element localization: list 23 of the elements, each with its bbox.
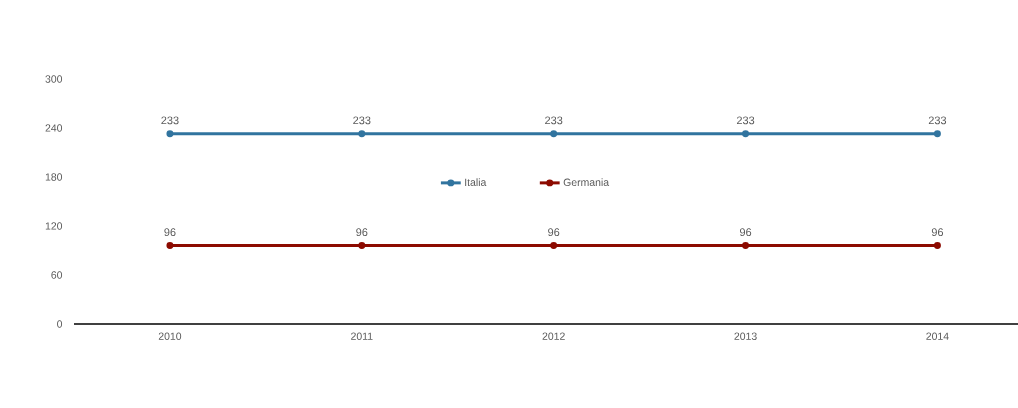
data-label: 233 <box>545 116 563 125</box>
data-label: 96 <box>931 228 944 237</box>
y-tick-label: 240 <box>45 124 63 132</box>
data-label: 233 <box>736 116 755 125</box>
y-tick-label: 120 <box>45 222 63 230</box>
y-tick-label: 60 <box>51 271 63 279</box>
data-label: 96 <box>739 228 752 237</box>
data-label: 233 <box>161 116 179 125</box>
y-tick-label: 180 <box>45 173 63 181</box>
x-tick-label: 2014 <box>926 332 949 340</box>
data-label: 233 <box>353 116 371 125</box>
legend-label: Italia <box>465 178 487 187</box>
data-label: 96 <box>548 228 560 237</box>
x-tick-label: 2010 <box>158 332 182 340</box>
data-label: 96 <box>356 228 368 237</box>
data-label: 233 <box>928 116 947 125</box>
legend-label: Germania <box>563 178 610 187</box>
y-tick-label: 0 <box>57 320 63 328</box>
x-tick-label: 2013 <box>734 332 757 340</box>
y-tick-label: 300 <box>45 75 63 83</box>
x-tick-label: 2012 <box>542 332 565 340</box>
x-tick-label: 2011 <box>351 332 373 340</box>
data-label: 96 <box>164 228 176 237</box>
